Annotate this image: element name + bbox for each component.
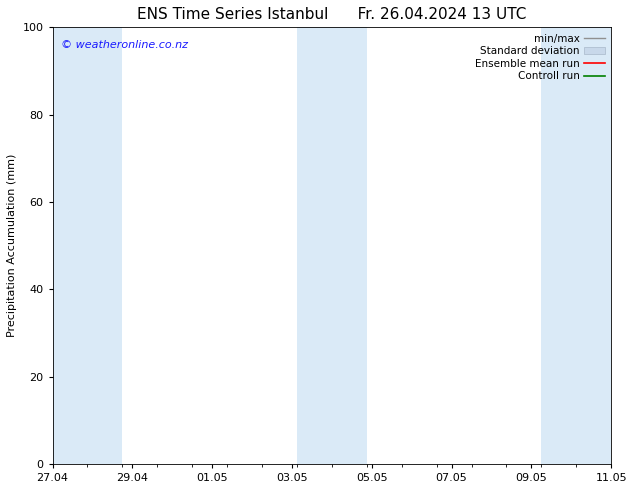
Legend: min/max, Standard deviation, Ensemble mean run, Controll run: min/max, Standard deviation, Ensemble me… xyxy=(471,29,609,86)
Bar xyxy=(297,27,367,464)
Bar xyxy=(53,27,122,464)
Text: © weatheronline.co.nz: © weatheronline.co.nz xyxy=(61,40,188,50)
Bar xyxy=(541,27,611,464)
Title: ENS Time Series Istanbul      Fr. 26.04.2024 13 UTC: ENS Time Series Istanbul Fr. 26.04.2024 … xyxy=(137,7,527,22)
Y-axis label: Precipitation Accumulation (mm): Precipitation Accumulation (mm) xyxy=(7,154,17,337)
